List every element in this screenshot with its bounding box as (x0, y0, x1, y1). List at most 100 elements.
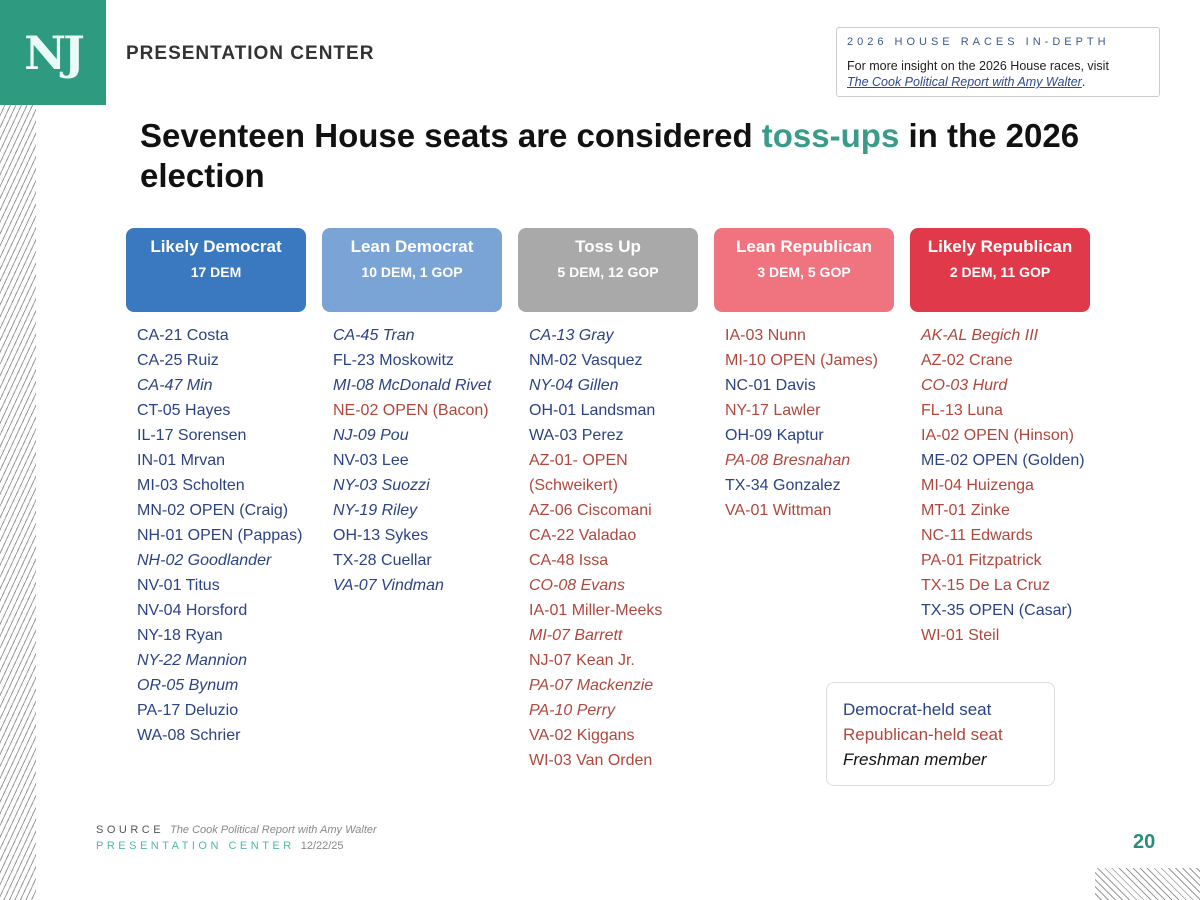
seat-item: MI-03 Scholten (137, 477, 245, 494)
seat-item: NY-17 Lawler (725, 402, 821, 419)
legend-dem: Democrat-held seat (843, 700, 992, 719)
source-text: The Cook Political Report with Amy Walte… (170, 824, 377, 836)
seat-item: AZ-06 Ciscomani (529, 502, 652, 519)
rating-column: Lean Republican 3 DEM, 5 GOP IA-03 Nunn MI-… (714, 228, 894, 523)
rating-header: Lean Democrat 10 DEM, 1 GOP (322, 228, 502, 312)
seat-item: IA-01 Miller-Meeks (529, 602, 663, 619)
rating-header: Likely Democrat 17 DEM (126, 228, 306, 312)
page-number: 20 (1133, 831, 1156, 853)
rating-count: 5 DEM, 12 GOP (557, 264, 659, 280)
seat-item: ME-02 OPEN (Golden) (921, 452, 1085, 469)
seat-item: WA-08 Schrier (137, 727, 241, 744)
rating-name: Likely Democrat (150, 237, 282, 256)
source-label: SOURCE (96, 824, 165, 836)
seat-item: MT-01 Zinke (921, 502, 1010, 519)
seat-item: NJ-07 Kean Jr. (529, 652, 635, 669)
rating-count: 2 DEM, 11 GOP (949, 264, 1051, 280)
seat-item: OH-13 Sykes (333, 527, 429, 544)
seat-item: MI-07 Barrett (529, 627, 623, 644)
seat-item: TX-35 OPEN (Casar) (921, 602, 1073, 619)
rating-header: Likely Republican 2 DEM, 11 GOP (910, 228, 1090, 312)
seat-item: VA-01 Wittman (725, 502, 832, 519)
legend: Democrat-held seat Republican-held seat … (826, 682, 1055, 786)
footer-date: 12/22/25 (300, 840, 344, 852)
seat-item: AZ-02 Crane (921, 352, 1013, 369)
seat-item: NJ-09 Pou (333, 427, 409, 444)
rating-count: 17 DEM (190, 264, 242, 280)
seat-item: NY-22 Mannion (137, 652, 247, 669)
seat-item: TX-28 Cuellar (333, 552, 432, 569)
seat-item: TX-15 De La Cruz (921, 577, 1050, 594)
seat-item: CA-22 Valadao (529, 527, 637, 544)
title-pre: Seventeen House seats are considered (140, 117, 762, 154)
insight-text: For more insight on the 2026 House races… (847, 58, 1149, 90)
seat-item: IA-03 Nunn (725, 327, 806, 344)
rating-column: Likely Republican 2 DEM, 11 GOP AK-AL Begi… (910, 228, 1090, 648)
seat-item: NC-11 Edwards (921, 527, 1033, 544)
source-line: SOURCE The Cook Political Report with Amy… (96, 824, 377, 836)
seat-item: PA-07 Mackenzie (529, 677, 654, 694)
seat-item: NV-03 Lee (333, 452, 409, 469)
legend-freshman: Freshman member (843, 750, 987, 769)
seat-list: CA-45 Tran FL-23 Moskowitz MI-08 McDonald … (322, 323, 502, 598)
seat-item: NH-01 OPEN (Pappas) (137, 527, 303, 544)
rating-header: Lean Republican 3 DEM, 5 GOP (714, 228, 894, 312)
seat-item: VA-07 Vindman (333, 577, 444, 594)
seat-item: CA-13 Gray (529, 327, 614, 344)
seat-item: CO-03 Hurd (921, 377, 1008, 394)
legend-rep: Republican-held seat (843, 725, 1003, 744)
seat-item: IL-17 Sorensen (137, 427, 247, 444)
seat-item: MI-08 McDonald Rivet (333, 377, 492, 394)
seat-item: MN-02 OPEN (Craig) (137, 502, 289, 519)
seat-list: CA-13 Gray NM-02 Vasquez NY-04 Gillen OH-01… (518, 323, 698, 773)
nj-logo: NJ (0, 0, 106, 105)
brand-title: PRESENTATION CENTER (126, 43, 375, 64)
seat-item: CA-47 Min (137, 377, 213, 394)
seat-item: NV-04 Horsford (137, 602, 248, 619)
cook-report-link[interactable]: The Cook Political Report with Amy Walte… (847, 75, 1082, 89)
rating-column: Toss Up 5 DEM, 12 GOP CA-13 Gray NM-02 Vasq… (518, 228, 698, 773)
title-highlight: toss-ups (761, 117, 900, 154)
seat-item: PA-01 Fitzpatrick (921, 552, 1042, 569)
center-line: PRESENTATION CENTER 12/22/25 (96, 840, 344, 852)
seat-item: VA-02 Kiggans (529, 727, 635, 744)
seat-item: CA-48 Issa (529, 552, 609, 569)
decorative-hatch (0, 105, 36, 900)
seat-item: AK-AL Begich III (921, 327, 1039, 344)
seat-item: CA-25 Ruiz (137, 352, 219, 369)
center-label: PRESENTATION CENTER (96, 840, 295, 852)
seat-item: WI-01 Steil (921, 627, 1000, 644)
seat-item: TX-34 Gonzalez (725, 477, 841, 494)
seat-item: OR-05 Bynum (137, 677, 239, 694)
seat-item: AZ-01- OPEN (Schweikert) (529, 452, 628, 494)
seat-item: MI-10 OPEN (James) (725, 352, 878, 369)
page-title: Seventeen House seats are considered tos… (140, 116, 1100, 196)
seat-item: NH-02 Goodlander (137, 552, 272, 569)
decorative-hatch (1095, 868, 1200, 900)
seat-item: CA-45 Tran (333, 327, 415, 344)
seat-item: CO-08 Evans (529, 577, 626, 594)
rating-count: 10 DEM, 1 GOP (361, 264, 463, 280)
seat-item: WA-03 Perez (529, 427, 624, 444)
seat-item: WI-03 Van Orden (529, 752, 653, 769)
seat-item: PA-17 Deluzio (137, 702, 239, 719)
insight-text-end: . (1081, 75, 1086, 89)
insight-box: 2026 HOUSE RACES IN-DEPTH For more insig… (836, 27, 1160, 97)
seat-item: MI-04 Huizenga (921, 477, 1034, 494)
seat-item: NY-04 Gillen (529, 377, 619, 394)
seat-item: NV-01 Titus (137, 577, 220, 594)
seat-item: FL-13 Luna (921, 402, 1003, 419)
seat-item: FL-23 Moskowitz (333, 352, 454, 369)
rating-name: Likely Republican (927, 237, 1073, 256)
seat-list: AK-AL Begich III AZ-02 Crane CO-03 Hurd FL-… (910, 323, 1090, 648)
rating-count: 3 DEM, 5 GOP (757, 264, 851, 280)
seat-item: NY-18 Ryan (137, 627, 223, 644)
title-post: in the 2026 election (140, 117, 1080, 194)
seat-item: PA-08 Bresnahan (725, 452, 851, 469)
seat-item: NY-03 Suozzi (333, 477, 430, 494)
rating-name: Lean Republican (735, 237, 873, 256)
seat-list: CA-21 Costa CA-25 Ruiz CA-47 Min CT-05 Haye… (126, 323, 306, 748)
seat-item: CA-21 Costa (137, 327, 229, 344)
rating-column: Likely Democrat 17 DEM CA-21 Costa CA-25 Ru… (126, 228, 306, 748)
seat-item: OH-01 Landsman (529, 402, 656, 419)
